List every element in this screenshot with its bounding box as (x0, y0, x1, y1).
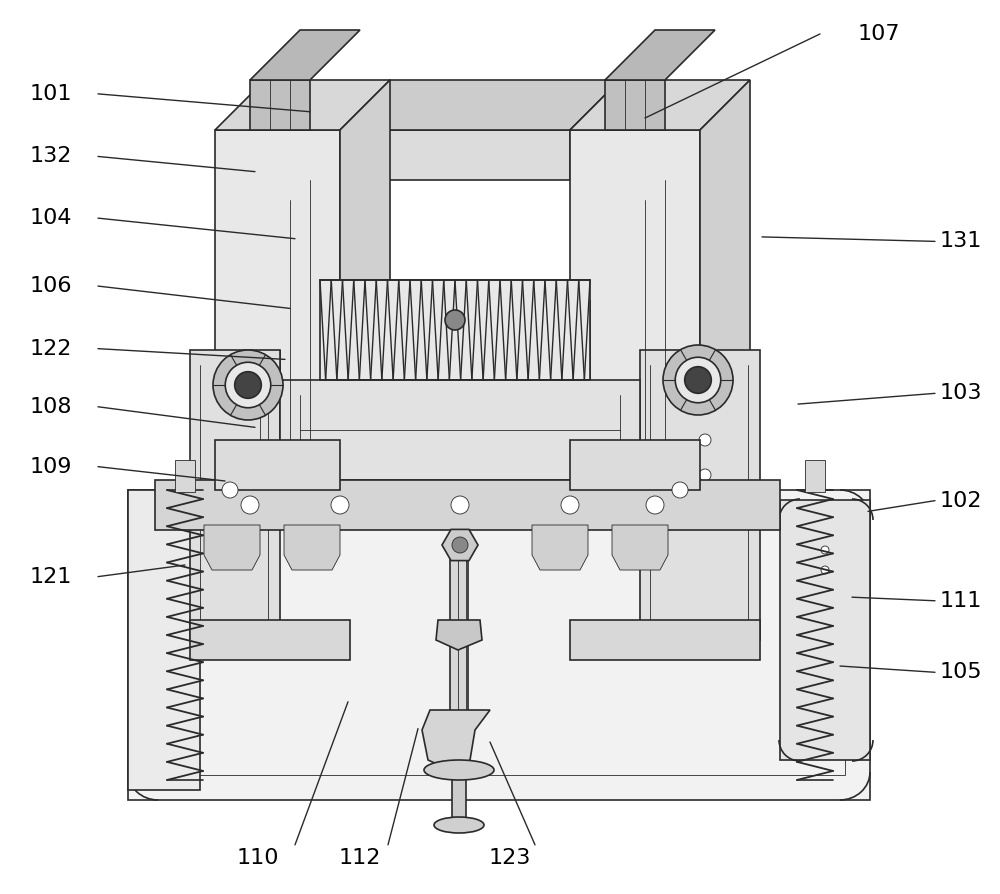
Circle shape (699, 434, 711, 446)
Polygon shape (215, 440, 340, 490)
Polygon shape (780, 500, 870, 760)
Circle shape (699, 514, 711, 526)
Ellipse shape (434, 817, 484, 833)
Circle shape (685, 367, 711, 393)
Polygon shape (570, 130, 700, 460)
Polygon shape (700, 80, 750, 440)
Text: 104: 104 (30, 208, 72, 228)
Bar (452, 775, 466, 825)
Text: 105: 105 (940, 662, 983, 682)
Polygon shape (215, 80, 390, 130)
Circle shape (821, 546, 829, 554)
Polygon shape (215, 130, 340, 460)
Polygon shape (250, 30, 360, 80)
Circle shape (235, 372, 261, 399)
Circle shape (675, 358, 721, 403)
Text: 101: 101 (30, 84, 72, 104)
Polygon shape (532, 525, 588, 570)
Polygon shape (570, 80, 750, 130)
Circle shape (452, 537, 468, 553)
Circle shape (699, 469, 711, 481)
Polygon shape (128, 490, 870, 800)
Polygon shape (128, 490, 200, 790)
Text: 108: 108 (30, 397, 72, 417)
Polygon shape (422, 710, 490, 770)
Bar (320, 280, 590, 380)
Polygon shape (340, 80, 390, 440)
Polygon shape (190, 620, 350, 660)
Polygon shape (155, 480, 780, 530)
Circle shape (663, 345, 733, 415)
Circle shape (241, 496, 259, 514)
Text: 106: 106 (30, 276, 72, 296)
Text: 132: 132 (30, 147, 72, 166)
Polygon shape (605, 80, 665, 130)
Polygon shape (250, 80, 310, 130)
Polygon shape (190, 350, 280, 640)
Polygon shape (204, 525, 260, 570)
Bar (450, 560, 468, 720)
Circle shape (331, 496, 349, 514)
Text: 102: 102 (940, 491, 982, 510)
Circle shape (445, 310, 465, 330)
Circle shape (561, 496, 579, 514)
Text: 110: 110 (237, 848, 279, 868)
Text: 121: 121 (30, 567, 72, 586)
Polygon shape (284, 525, 340, 570)
Polygon shape (442, 529, 478, 561)
Text: 122: 122 (30, 339, 72, 358)
Polygon shape (605, 30, 715, 80)
Text: 112: 112 (339, 848, 381, 868)
Text: 131: 131 (940, 232, 982, 251)
Text: 103: 103 (940, 384, 982, 403)
Circle shape (646, 496, 664, 514)
Ellipse shape (424, 760, 494, 780)
Circle shape (213, 350, 283, 420)
Polygon shape (330, 300, 590, 480)
Circle shape (672, 482, 688, 498)
Bar (175, 460, 195, 492)
Polygon shape (612, 525, 668, 570)
Text: 107: 107 (858, 24, 900, 44)
Polygon shape (340, 80, 620, 130)
Polygon shape (340, 130, 570, 180)
Text: 123: 123 (489, 848, 531, 868)
Polygon shape (280, 380, 640, 480)
Text: 111: 111 (940, 591, 982, 611)
Circle shape (821, 566, 829, 574)
Bar (805, 460, 825, 492)
Polygon shape (640, 350, 760, 640)
Polygon shape (570, 620, 760, 660)
Polygon shape (436, 620, 482, 650)
Circle shape (225, 362, 271, 408)
Text: 109: 109 (30, 457, 72, 477)
Polygon shape (570, 440, 700, 490)
Circle shape (451, 496, 469, 514)
Circle shape (222, 482, 238, 498)
